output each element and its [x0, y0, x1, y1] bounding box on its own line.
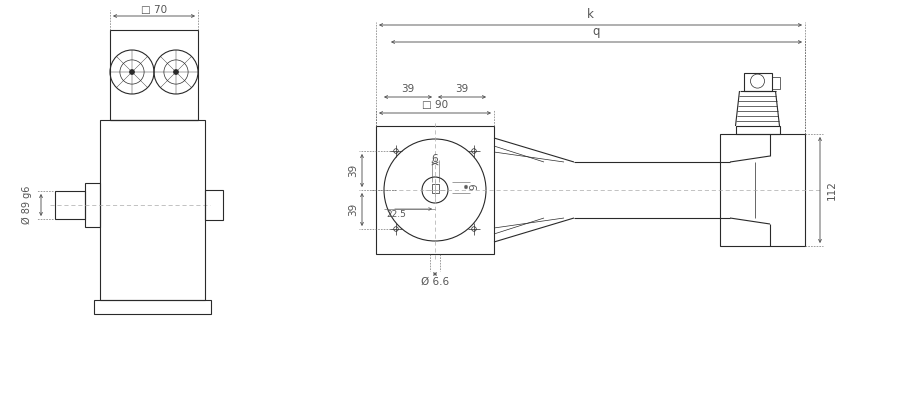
Bar [744, 73, 771, 91]
Text: k: k [587, 8, 594, 21]
Bar [110, 30, 198, 120]
Bar [100, 120, 205, 300]
Text: 39: 39 [401, 84, 414, 94]
Circle shape [129, 70, 135, 74]
Text: 39: 39 [348, 203, 358, 216]
Bar [771, 77, 779, 89]
Bar [94, 300, 211, 314]
Circle shape [173, 70, 179, 74]
Text: 112: 112 [827, 180, 837, 200]
Bar [431, 184, 439, 192]
Bar [55, 191, 85, 219]
Text: □ 70: □ 70 [141, 5, 167, 15]
Text: q: q [593, 25, 600, 38]
Text: 22.5: 22.5 [386, 210, 405, 219]
Bar [85, 183, 100, 227]
Text: 39: 39 [348, 164, 358, 177]
Bar [736, 126, 779, 134]
Text: □ 90: □ 90 [422, 100, 448, 110]
Text: 39: 39 [456, 84, 468, 94]
Bar [376, 126, 494, 254]
Bar [720, 134, 805, 246]
Bar [205, 190, 223, 220]
Text: Ø 89 g6: Ø 89 g6 [22, 186, 32, 224]
Text: 9: 9 [469, 184, 479, 190]
Text: 6: 6 [431, 154, 439, 164]
Text: Ø 6.6: Ø 6.6 [421, 277, 449, 287]
